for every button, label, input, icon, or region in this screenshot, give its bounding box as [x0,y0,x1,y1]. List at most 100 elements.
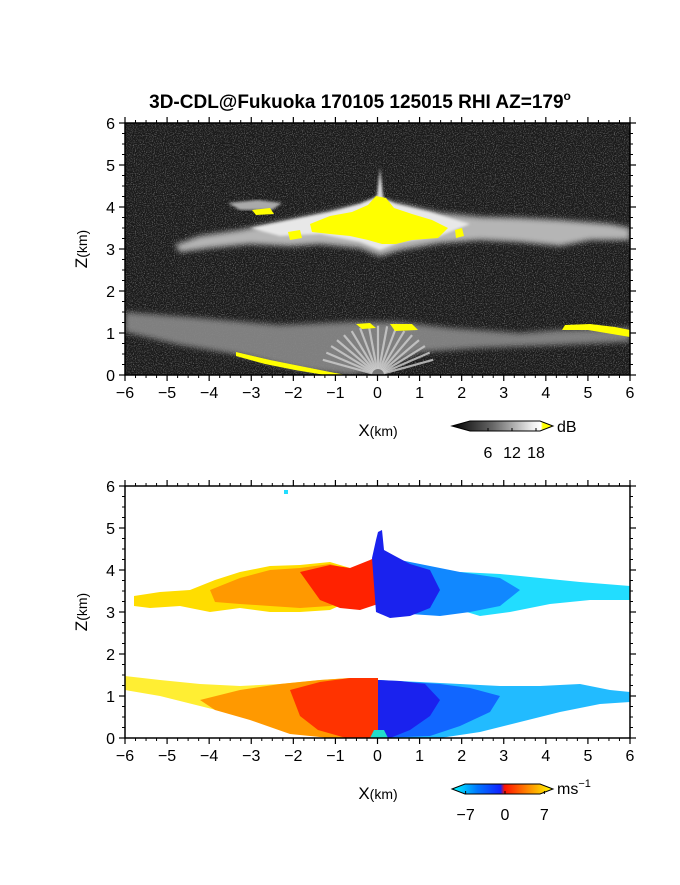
beam-ray [377,351,431,375]
velocity-ylabel-main: Z [72,621,91,631]
velocity-xtick-label: 1 [415,748,424,765]
beam-ray [343,334,379,375]
reflectivity-xlabel: X(km) [358,421,397,440]
beam-ray [322,358,379,375]
lower-layer-negative-core [378,680,440,738]
reflectivity-xtick-label: 1 [415,385,424,402]
reflectivity-xtick-label: −3 [242,385,260,402]
isolated-pixel [284,490,288,494]
ground-echo-right [562,324,630,337]
upper-echo-yellow-small [252,208,274,215]
velocity-xtick-label: 5 [583,748,592,765]
velocity-xtick-label: −1 [326,748,344,765]
velocity-ytick-label: 4 [106,563,115,580]
velocity-xlabel-main: X [358,784,369,803]
velocity-colorbar: ms−1 −7 0 7 [450,778,591,824]
upper-echo-yellow-right [455,228,464,238]
reflectivity-xtick-label: 0 [373,385,382,402]
reflectivity-xlabel-main: X [358,421,369,440]
beam-ray [325,351,379,375]
velocity-colorbar-unit-sup: −1 [578,778,591,790]
beam-ray [336,339,379,375]
beam-ray [377,334,413,375]
beam-fan [322,325,434,375]
velocity-xlabel: X(km) [358,784,397,803]
velocity-xtick-label: −5 [158,748,176,765]
velocity-xtick-label: 4 [541,748,550,765]
reflectivity-colorbar-tick-label: 18 [527,445,545,462]
reflectivity-xtick-label: 3 [499,385,508,402]
chart-title: 3D-CDL@Fukuoka 170105 125015 RHI AZ=179o [149,89,571,113]
upper-echo-yellow-left [288,230,302,240]
velocity-colorbar-ticks: −7 0 7 [457,791,549,824]
velocity-ytick-label: 6 [106,479,115,496]
lower-layer-positive-core [290,678,378,738]
reflectivity-colorbar-ticks: 6 12 18 [484,428,545,462]
velocity-xtick-label: 6 [626,748,635,765]
reflectivity-xtick-label: 6 [626,385,635,402]
velocity-xtick-label: 2 [457,748,466,765]
reflectivity-ytick-label: 1 [106,326,115,343]
reflectivity-ylabel-main: Z [72,258,91,268]
lower-echo-yellow [356,323,376,329]
upper-echo-yellow [310,196,448,244]
velocity-xtick-label: 0 [373,748,382,765]
velocity-colorbar-bar [450,783,555,795]
velocity-ylabel-unit: (km) [74,593,90,621]
velocity-xtick-label: 3 [499,748,508,765]
upper-echo-isolated [228,200,282,210]
reflectivity-xtick-label: −5 [158,385,176,402]
reflectivity-xtick-label: −4 [200,385,218,402]
velocity-ytick-label: 3 [106,605,115,622]
beam-ray [376,326,389,375]
reflectivity-ylabel-unit: (km) [74,230,90,258]
lower-echo-yellow-2 [390,324,418,331]
radar-site [372,369,384,375]
velocity-ytick-label: 5 [106,521,115,538]
velocity-xtick-label: −2 [284,748,302,765]
upper-layer-negative-core [372,530,440,618]
echo-top-spike [376,168,384,205]
velocity-ytick-label: 0 [106,731,115,748]
reflectivity-ytick-label: 3 [106,242,115,259]
chart-title-text: 3D-CDL@Fukuoka 170105 125015 RHI AZ=179 [149,92,563,113]
reflectivity-xtick-label: 5 [583,385,592,402]
velocity-axes: −6 −5 −4 −3 −2 −1 0 1 2 3 4 5 6 0 1 2 3 4 5 6 [106,479,636,765]
reflectivity-xtick-label: 4 [541,385,550,402]
velocity-ytick-label: 1 [106,689,115,706]
velocity-ytick-label: 2 [106,647,115,664]
velocity-colorbar-tick-label: 7 [540,807,549,824]
reflectivity-ylabel: Z(km) [72,230,91,268]
velocity-colorbar-tick-label: 0 [501,807,510,824]
reflectivity-xtick-label: −6 [116,385,134,402]
reflectivity-ytick-label: 5 [106,158,115,175]
reflectivity-ytick-label: 6 [106,116,115,133]
velocity-colorbar-tick-label: −7 [457,807,475,824]
reflectivity-colorbar-tick-label: 12 [503,445,521,462]
reflectivity-ytick-label: 0 [106,368,115,385]
beam-ray [359,327,380,375]
reflectivity-axes: −6 −5 −4 −3 −2 −1 0 1 2 3 4 5 6 0 1 2 3 4 5 6 [106,116,636,402]
beam-ray [377,330,406,375]
reflectivity-colorbar: dB 6 12 18 [450,419,577,462]
beam-ray [377,345,426,375]
velocity-xtick-label: −4 [200,748,218,765]
reflectivity-colorbar-tick-label: 6 [484,445,493,462]
reflectivity-xtick-label: −2 [284,385,302,402]
velocity-xtick-label: −6 [116,748,134,765]
beam-ray [376,327,397,375]
beam-ray [377,358,434,375]
velocity-xlabel-unit: (km) [370,786,398,802]
velocity-colorbar-unit-main: ms [557,781,578,798]
reflectivity-colorbar-bar [450,420,555,432]
velocity-ylabel: Z(km) [72,593,91,631]
beam-ray [330,345,379,375]
reflectivity-xlabel-unit: (km) [370,423,398,439]
upper-layer-positive-core [300,556,378,610]
reflectivity-ytick-label: 2 [106,284,115,301]
reflectivity-colorbar-unit: dB [557,419,577,436]
velocity-image [125,486,630,738]
